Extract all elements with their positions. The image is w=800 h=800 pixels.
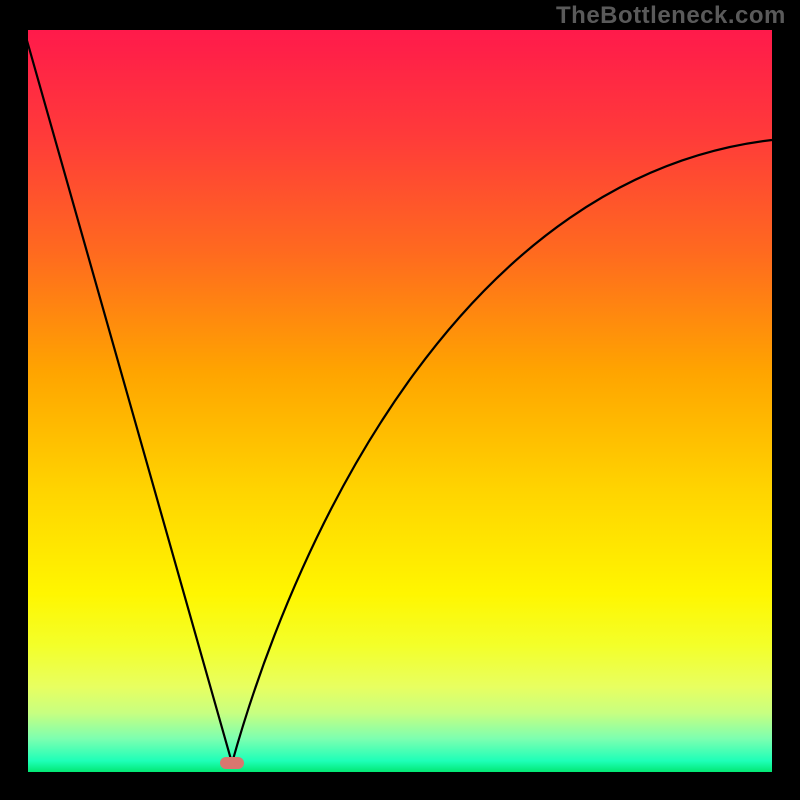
plot-svg — [0, 0, 800, 800]
bottleneck-marker — [220, 757, 244, 769]
plot-background — [28, 30, 772, 772]
watermark-text: TheBottleneck.com — [556, 2, 786, 30]
